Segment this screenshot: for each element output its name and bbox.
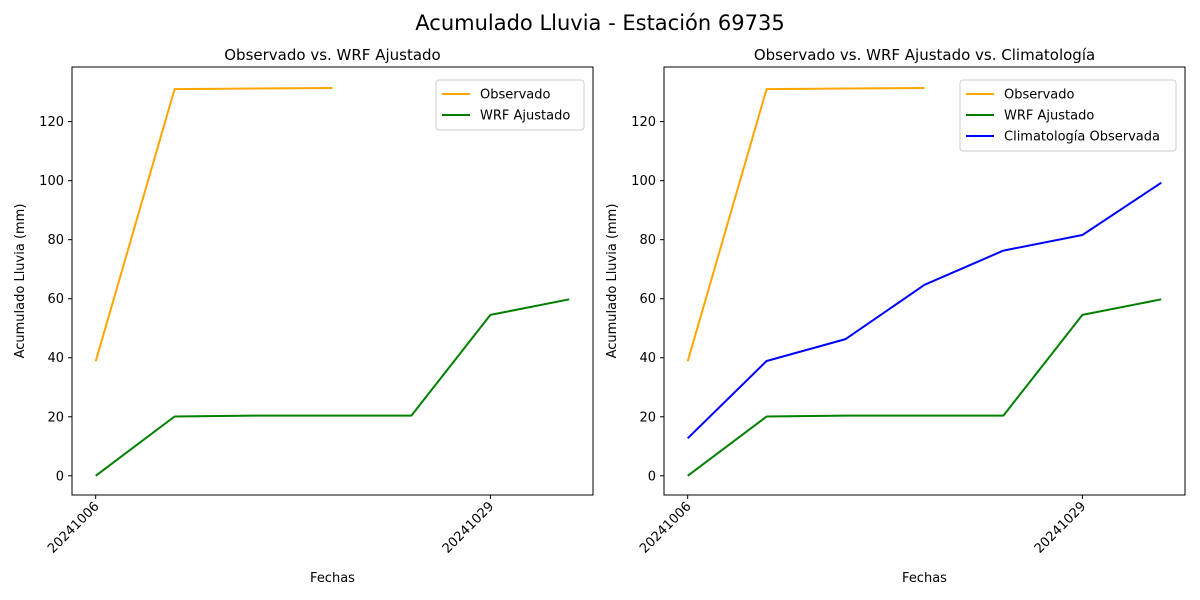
plot1-series-line-1: [687, 298, 1162, 477]
plot1-y-tick-label-4: 80: [639, 233, 656, 248]
plot0-y-tick-label-1: 20: [47, 410, 64, 425]
plot1-y-tick-label-5: 100: [631, 174, 656, 189]
plot0-y-tick-label-0: 0: [56, 469, 64, 484]
plot1-legend-label-0: Observado: [1004, 88, 1075, 103]
plot1-series-line-0: [686, 87, 925, 362]
subplot-right: 0 20 40 60 80 100 120 20241006 20241029 Observado…: [605, 46, 1186, 586]
plot0-legend-label-1: WRF Ajustado: [480, 109, 570, 124]
plot1-series-line-2: [687, 181, 1162, 440]
plot1-y-tick-label-6: 120: [631, 115, 656, 130]
plot0-axes-frame: [71, 66, 594, 496]
plot0-y-axis-label: Acumulado Lluvia (mm): [13, 204, 28, 359]
plot1-y-tick-label-0: 0: [648, 469, 656, 484]
plot1-legend-box: [959, 79, 1177, 152]
plot1-title: Observado vs. WRF Ajustado vs. Climatolo…: [754, 46, 1095, 64]
plot0-y-tick-label-5: 100: [39, 174, 64, 189]
plot0-title: Observado vs. WRF Ajustado: [224, 46, 440, 64]
plot0-x-tick-label-0: 20241006: [45, 499, 102, 556]
plot1-x-tick-label-0: 20241006: [637, 499, 694, 556]
plot0-legend-box: [435, 79, 585, 131]
plot0-legend-label-0: Observado: [480, 88, 551, 103]
plot1-x-axis-label: Fechas: [902, 571, 947, 586]
plot1-legend-label-1: WRF Ajustado: [1004, 109, 1094, 124]
plot1-y-tick-label-1: 20: [639, 410, 656, 425]
plot0-x-axis-label: Fechas: [310, 571, 355, 586]
figure-title: Acumulado Lluvia - Estación 69735: [415, 11, 784, 35]
plot1-y-tick-label-2: 40: [639, 351, 656, 366]
plot0-y-tick-label-6: 120: [39, 115, 64, 130]
plot0-series-line-1: [95, 298, 570, 477]
plot0-y-tick-label-4: 80: [47, 233, 64, 248]
plot0-series-line-0: [94, 87, 333, 362]
plot0-y-tick-label-2: 40: [47, 351, 64, 366]
plot1-y-axis-label: Acumulado Lluvia (mm): [605, 204, 620, 359]
plot0-x-tick-label-1: 20241029: [440, 499, 497, 556]
plot1-x-tick-label-1: 20241029: [1032, 499, 1089, 556]
plot0-y-tick-label-3: 60: [47, 292, 64, 307]
plot1-y-tick-label-3: 60: [639, 292, 656, 307]
plot1-legend-label-2: Climatología Observada: [1004, 130, 1160, 145]
subplot-left: 0 20 40 60 80 100 120 20241006 20241029 Observado…: [13, 46, 594, 586]
plot1-axes-frame: [663, 66, 1186, 496]
